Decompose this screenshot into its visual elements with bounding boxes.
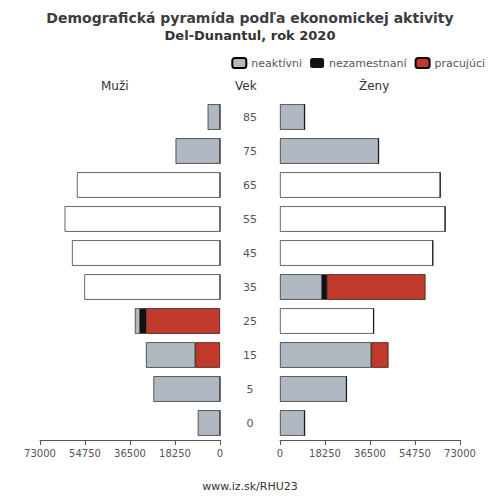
svg-text:Vek: Vek [235, 79, 257, 93]
svg-text:neaktívni: neaktívni [251, 57, 302, 70]
svg-text:73000: 73000 [444, 448, 476, 459]
svg-text:54750: 54750 [399, 448, 431, 459]
svg-text:nezamestnaní: nezamestnaní [329, 57, 407, 70]
svg-text:65: 65 [243, 179, 257, 192]
svg-text:45: 45 [243, 247, 257, 260]
svg-text:18250: 18250 [309, 448, 341, 459]
svg-text:0: 0 [277, 448, 283, 459]
svg-text:55: 55 [243, 213, 257, 226]
svg-text:pracujúci: pracujúci [435, 57, 485, 70]
svg-text:18250: 18250 [159, 448, 191, 459]
svg-text:36500: 36500 [354, 448, 386, 459]
svg-text:36500: 36500 [114, 448, 146, 459]
svg-text:35: 35 [243, 281, 257, 294]
svg-text:0: 0 [247, 417, 254, 430]
svg-text:85: 85 [243, 111, 257, 124]
svg-text:Muži: Muži [101, 79, 129, 93]
svg-text:5: 5 [247, 383, 254, 396]
svg-text:0: 0 [217, 448, 223, 459]
svg-text:75: 75 [243, 145, 257, 158]
svg-text:54750: 54750 [69, 448, 101, 459]
svg-text:Demografická pyramída podľa ek: Demografická pyramída podľa ekonomickej … [46, 10, 453, 26]
svg-text:25: 25 [243, 315, 257, 328]
svg-text:Del-Dunantul, rok 2020: Del-Dunantul, rok 2020 [165, 28, 336, 43]
svg-text:www.iz.sk/RHU23: www.iz.sk/RHU23 [202, 480, 298, 493]
svg-text:15: 15 [243, 349, 257, 362]
svg-text:73000: 73000 [24, 448, 56, 459]
svg-text:Ženy: Ženy [359, 78, 389, 93]
